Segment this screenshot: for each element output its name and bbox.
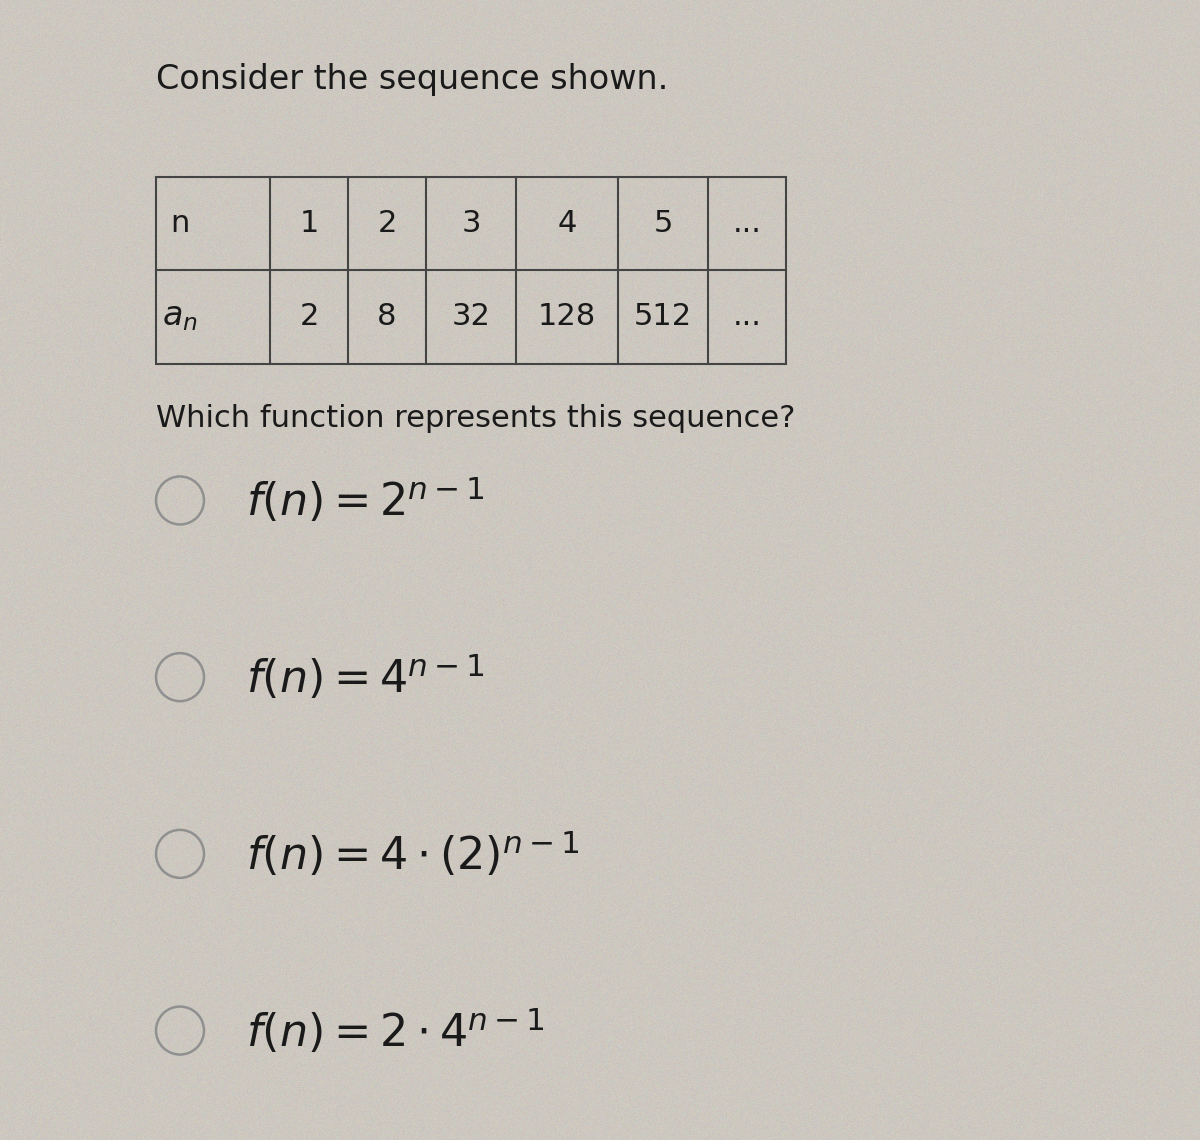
- Text: $f(n) = 4 \cdot (2)^{n-1}$: $f(n) = 4 \cdot (2)^{n-1}$: [246, 829, 580, 879]
- Text: 8: 8: [377, 302, 397, 332]
- Text: 512: 512: [634, 302, 692, 332]
- Text: ...: ...: [732, 209, 762, 238]
- Text: n: n: [170, 209, 190, 238]
- Text: 2: 2: [299, 302, 319, 332]
- Text: 5: 5: [653, 209, 673, 238]
- Text: $f(n) = 2^{n-1}$: $f(n) = 2^{n-1}$: [246, 475, 485, 526]
- Text: 128: 128: [538, 302, 596, 332]
- Text: Which function represents this sequence?: Which function represents this sequence?: [156, 404, 796, 432]
- Text: $a_n$: $a_n$: [162, 301, 198, 333]
- Bar: [156, 177, 786, 364]
- Text: 32: 32: [451, 302, 491, 332]
- Text: Consider the sequence shown.: Consider the sequence shown.: [156, 63, 668, 96]
- Text: $f(n) = 4^{n-1}$: $f(n) = 4^{n-1}$: [246, 652, 485, 702]
- Text: 2: 2: [377, 209, 397, 238]
- Text: ...: ...: [732, 302, 762, 332]
- Text: $f(n) = 2 \cdot 4^{n-1}$: $f(n) = 2 \cdot 4^{n-1}$: [246, 1005, 545, 1056]
- Text: 1: 1: [299, 209, 319, 238]
- Text: 3: 3: [461, 209, 481, 238]
- Text: 4: 4: [557, 209, 577, 238]
